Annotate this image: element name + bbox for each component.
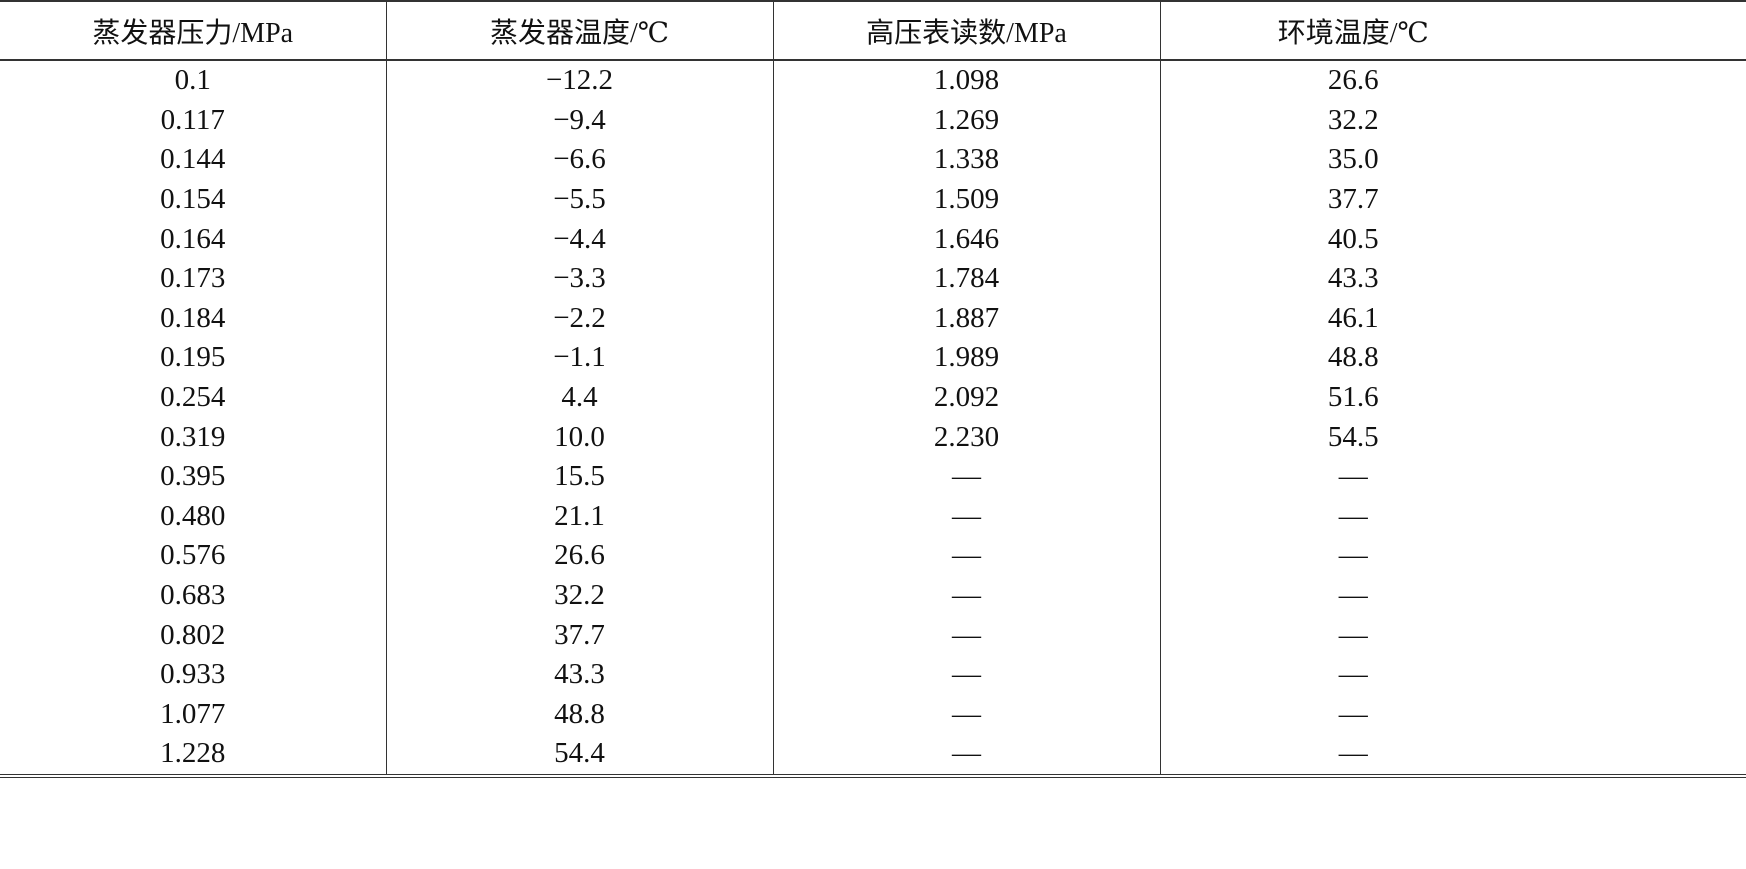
table-row: 0.184 −2.2 1.887 46.1 xyxy=(0,298,1746,339)
table-row: 0.480 21.1— — xyxy=(0,496,1746,537)
cell-evaporator-pressure: 0.164 xyxy=(160,222,226,255)
cell-ambient-temperature: — xyxy=(1159,615,1746,655)
cell-evaporator-temperature: 15.5 xyxy=(385,456,773,497)
cell-ambient-temperature: — xyxy=(1159,575,1746,616)
cell-evaporator-temperature: 37.7 xyxy=(385,615,773,655)
table-row: 0.195 −1.1 1.989 48.8 xyxy=(0,338,1746,378)
cell-evaporator-temperature: −3.3 xyxy=(385,258,773,299)
cell-high-pressure-reading: — xyxy=(772,615,1160,655)
cell-high-pressure-reading: — xyxy=(772,536,1160,576)
cell-ambient-temperature: — xyxy=(1159,654,1746,695)
cell-evaporator-pressure: 1.077 xyxy=(160,697,226,730)
cell-evaporator-pressure: 0.319 xyxy=(160,420,226,453)
cell-high-pressure-reading: 1.338 xyxy=(772,140,1160,180)
cell-evaporator-temperature: −5.5 xyxy=(385,179,773,220)
table-row: 0.319 10.0 2.230 54.5 xyxy=(0,417,1746,457)
cell-high-pressure-reading: 1.509 xyxy=(772,179,1160,220)
table-row: 0.164 −4.4 1.646 40.5 xyxy=(0,219,1746,259)
cell-ambient-temperature: 37.7 xyxy=(1159,179,1746,220)
cell-high-pressure-reading: 1.784 xyxy=(772,258,1160,299)
cell-ambient-temperature: — xyxy=(1159,496,1746,537)
cell-evaporator-pressure: 0.395 xyxy=(160,460,226,493)
cell-high-pressure-reading: — xyxy=(772,496,1160,537)
cell-evaporator-temperature: 10.0 xyxy=(385,417,773,457)
cell-evaporator-temperature: −9.4 xyxy=(385,100,773,141)
cell-evaporator-pressure: 0.480 xyxy=(160,499,226,532)
cell-high-pressure-reading: 1.989 xyxy=(772,338,1160,378)
table-row: 0.1 −12.2 1.098 26.6 xyxy=(0,60,1746,101)
cell-evaporator-pressure: 0.173 xyxy=(160,262,226,295)
cell-high-pressure-reading: — xyxy=(772,456,1160,497)
cell-evaporator-pressure: 0.195 xyxy=(160,341,226,374)
cell-evaporator-temperature: 54.4 xyxy=(385,734,773,776)
cell-ambient-temperature: 35.0 xyxy=(1159,140,1746,180)
cell-ambient-temperature: 51.6 xyxy=(1159,377,1746,418)
cell-evaporator-temperature: 4.4 xyxy=(385,377,773,418)
table-row: 0.576 26.6— — xyxy=(0,536,1746,576)
cell-ambient-temperature: — xyxy=(1159,536,1746,576)
cell-ambient-temperature: — xyxy=(1159,734,1746,776)
data-table: 蒸发器压力/MPa 蒸发器温度/℃ 高压表读数/MPa 环境温度/℃ 0.1 −1… xyxy=(0,0,1746,778)
cell-evaporator-temperature: 48.8 xyxy=(385,694,773,735)
table-row: 0.395 15.5— — xyxy=(0,456,1746,497)
cell-ambient-temperature: — xyxy=(1159,694,1746,735)
cell-high-pressure-reading: 1.646 xyxy=(772,219,1160,259)
header-evaporator-temperature: 蒸发器温度/℃ xyxy=(385,1,773,61)
cell-evaporator-pressure: 0.144 xyxy=(160,143,226,176)
cell-ambient-temperature: — xyxy=(1159,456,1746,497)
cell-evaporator-temperature: 26.6 xyxy=(385,536,773,576)
cell-high-pressure-reading: 1.269 xyxy=(772,100,1160,141)
cell-high-pressure-reading: 2.092 xyxy=(772,377,1160,418)
cell-evaporator-temperature: −6.6 xyxy=(385,140,773,180)
table-row: 0.933 43.3— — xyxy=(0,654,1746,695)
table-row: 1.228 54.4— — xyxy=(0,734,1746,776)
table-row: 0.802 37.7— — xyxy=(0,615,1746,655)
cell-evaporator-pressure: 0.576 xyxy=(160,539,226,572)
cell-evaporator-pressure: 0.254 xyxy=(160,381,226,414)
header-row: 蒸发器压力/MPa 蒸发器温度/℃ 高压表读数/MPa 环境温度/℃ xyxy=(0,1,1746,61)
cell-evaporator-temperature: 32.2 xyxy=(385,575,773,616)
table-row: 0.173 −3.3 1.784 43.3 xyxy=(0,258,1746,299)
header-ambient-temperature: 环境温度/℃ xyxy=(1159,1,1746,61)
header-high-pressure-reading: 高压表读数/MPa xyxy=(772,1,1160,61)
cell-evaporator-pressure: 0.1 xyxy=(174,64,211,97)
cell-evaporator-pressure: 0.117 xyxy=(160,103,225,136)
cell-evaporator-pressure: 0.933 xyxy=(160,658,226,691)
cell-evaporator-pressure: 0.802 xyxy=(160,618,226,651)
cell-ambient-temperature: 32.2 xyxy=(1159,100,1746,141)
cell-high-pressure-reading: — xyxy=(772,734,1160,776)
cell-high-pressure-reading: 1.887 xyxy=(772,298,1160,339)
table-row: 0.254 4.4 2.092 51.6 xyxy=(0,377,1746,418)
cell-ambient-temperature: 48.8 xyxy=(1159,338,1746,378)
cell-evaporator-temperature: −4.4 xyxy=(385,219,773,259)
cell-ambient-temperature: 26.6 xyxy=(1159,60,1746,101)
table-row: 0.683 32.2— — xyxy=(0,575,1746,616)
table-row: 0.154 −5.5 1.509 37.7 xyxy=(0,179,1746,220)
cell-high-pressure-reading: — xyxy=(772,694,1160,735)
cell-high-pressure-reading: — xyxy=(772,575,1160,616)
cell-ambient-temperature: 46.1 xyxy=(1159,298,1746,339)
cell-ambient-temperature: 40.5 xyxy=(1159,219,1746,259)
cell-evaporator-pressure: 0.154 xyxy=(160,183,226,216)
cell-ambient-temperature: 54.5 xyxy=(1159,417,1746,457)
table-row: 0.144 −6.6 1.338 35.0 xyxy=(0,140,1746,180)
cell-evaporator-temperature: −2.2 xyxy=(385,298,773,339)
table-row: 1.077 48.8— — xyxy=(0,694,1746,735)
cell-evaporator-temperature: 43.3 xyxy=(385,654,773,695)
table-row: 0.117 −9.4 1.269 32.2 xyxy=(0,100,1746,141)
cell-evaporator-temperature: −12.2 xyxy=(385,60,773,101)
cell-high-pressure-reading: — xyxy=(772,654,1160,695)
cell-evaporator-temperature: −1.1 xyxy=(385,338,773,378)
cell-high-pressure-reading: 1.098 xyxy=(772,60,1160,101)
cell-evaporator-pressure: 0.683 xyxy=(160,579,226,612)
cell-high-pressure-reading: 2.230 xyxy=(772,417,1160,457)
cell-ambient-temperature: 43.3 xyxy=(1159,258,1746,299)
cell-evaporator-temperature: 21.1 xyxy=(385,496,773,537)
header-evaporator-pressure: 蒸发器压力/MPa xyxy=(0,1,386,61)
cell-evaporator-pressure: 1.228 xyxy=(160,737,226,770)
cell-evaporator-pressure: 0.184 xyxy=(160,301,226,334)
